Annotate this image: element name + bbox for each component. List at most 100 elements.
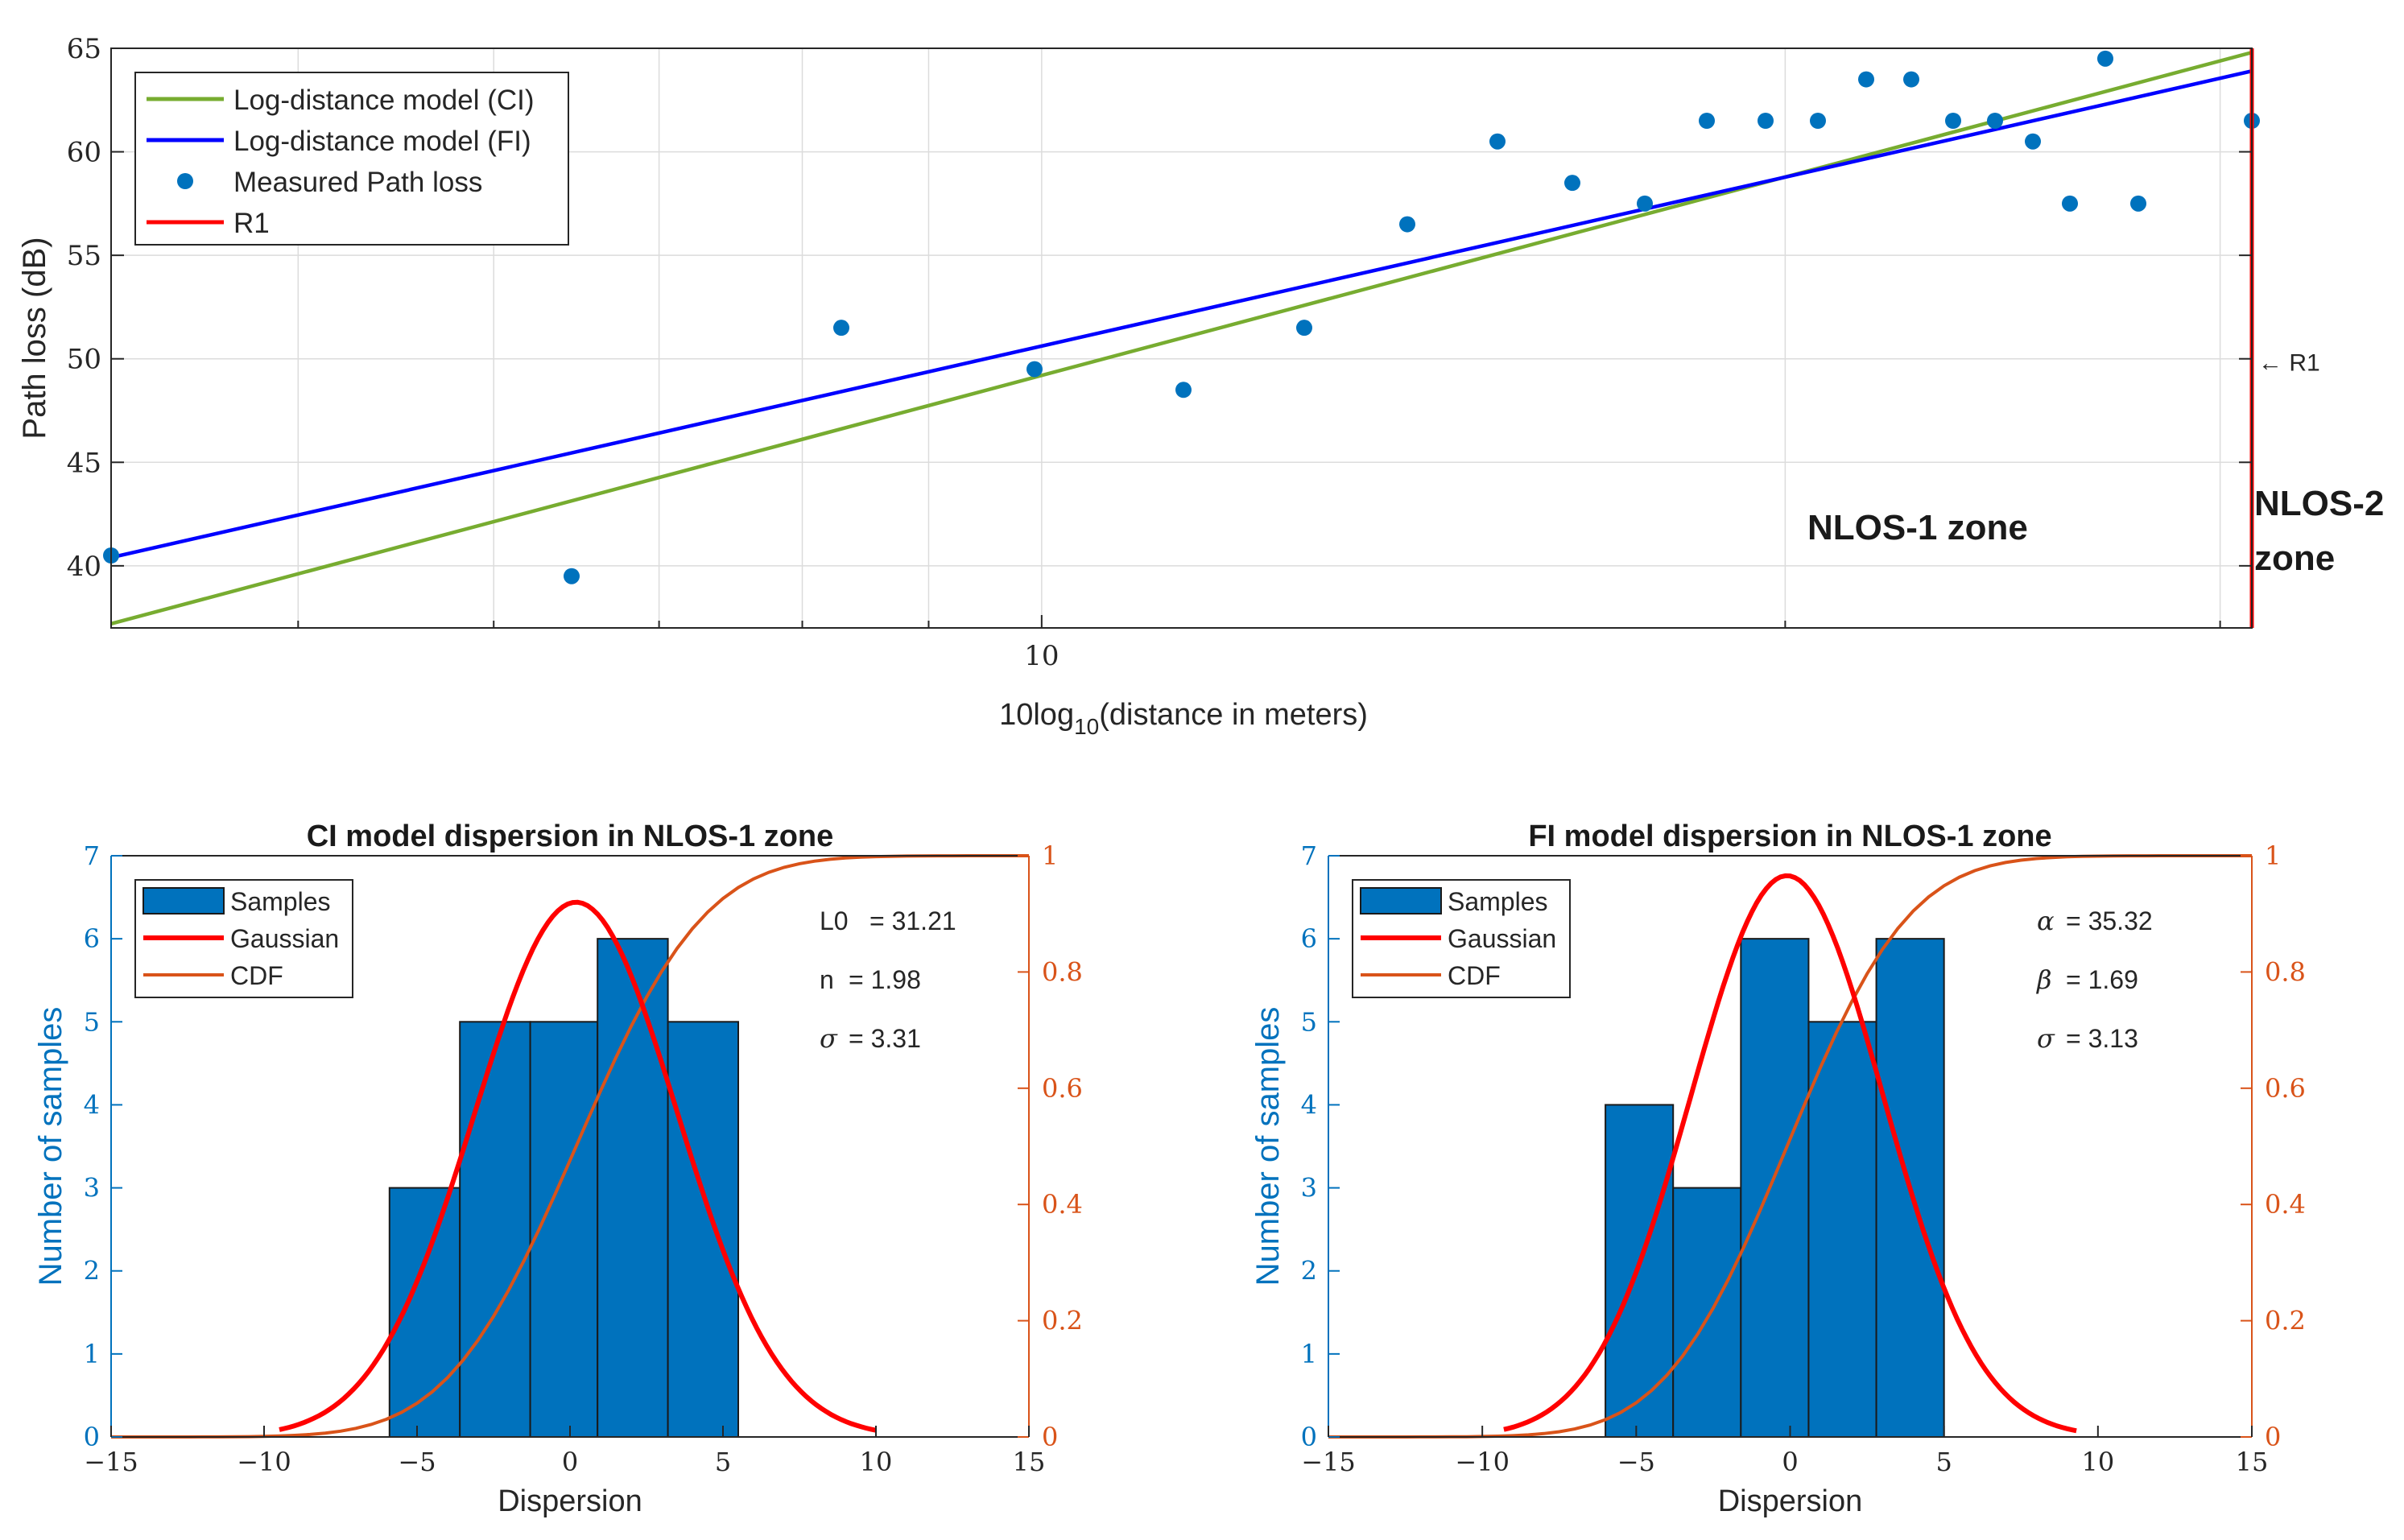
measured-point	[1175, 382, 1192, 398]
y-tick-label-right: 0.4	[1042, 1189, 1083, 1220]
measured-point	[1637, 195, 1653, 212]
measured-point	[2130, 195, 2146, 212]
histogram-bar	[597, 938, 669, 1438]
y-tick-label-left: 5	[1301, 1006, 1317, 1037]
measured-point	[1987, 113, 2003, 129]
y-tick-label: 55	[67, 240, 101, 272]
x-tick-label: 15	[1013, 1447, 1046, 1477]
legend-label: Gaussian	[230, 924, 339, 953]
measured-point	[2097, 50, 2113, 67]
param-symbol: σ	[2037, 1023, 2055, 1054]
y-tick-label-right: 0.2	[2265, 1306, 2306, 1336]
measured-point	[1026, 361, 1043, 378]
measured-point	[833, 320, 849, 336]
x-tick-label: −5	[398, 1447, 436, 1477]
measured-point	[564, 568, 580, 584]
x-tick-label: −15	[84, 1447, 138, 1477]
y-tick-label-left: 2	[1301, 1256, 1317, 1286]
x-tick-label: 0	[562, 1447, 578, 1477]
x-label-sub: 10	[1074, 714, 1099, 739]
measured-point	[2062, 195, 2078, 212]
measured-point	[1945, 113, 1961, 129]
measured-point	[1489, 133, 1506, 150]
x-tick-label: −5	[1617, 1447, 1655, 1477]
y-tick-label-right: 0.4	[2265, 1189, 2306, 1220]
x-label-main: 10log	[999, 698, 1074, 732]
y-tick-label-left: 4	[84, 1089, 100, 1120]
ci-model-line	[110, 50, 2253, 626]
measured-point	[1296, 320, 1312, 336]
param-value: = 35.32	[2066, 906, 2153, 935]
measured-point	[1399, 216, 1415, 233]
x-tick-label: −10	[1455, 1447, 1510, 1477]
chart-title: FI model dispersion in NLOS-1 zone	[1528, 820, 2051, 853]
legend-label: Log-distance model (FI)	[233, 126, 531, 157]
param-symbol: n	[820, 965, 834, 994]
y-tick-label-right: 0.6	[1042, 1073, 1083, 1104]
measured-point	[1903, 71, 1919, 88]
histogram-bar	[1740, 938, 1810, 1438]
y-tick-label-left: 7	[84, 840, 100, 871]
axes-box	[110, 47, 2253, 629]
histogram-bar	[388, 1187, 461, 1438]
measured-point	[1858, 71, 1874, 88]
y-axis-label-left: Number of samples	[1250, 1007, 1286, 1286]
histogram-bar	[667, 1021, 739, 1439]
x-tick-label: 10	[2081, 1447, 2114, 1477]
param-value: = 3.13	[2066, 1024, 2138, 1053]
param-symbol: α	[2037, 906, 2055, 936]
legend-swatch	[143, 887, 225, 915]
x-tick-label: 10	[1024, 640, 1059, 672]
y-tick-label-left: 0	[1301, 1422, 1317, 1452]
param-value: = 31.21	[869, 906, 956, 935]
param-symbol: σ	[820, 1023, 838, 1054]
histogram-bar	[459, 1021, 531, 1439]
y-tick-label: 50	[67, 344, 101, 376]
x-tick-label: 10	[860, 1447, 893, 1477]
y-axis-label-left: Number of samples	[33, 1007, 68, 1286]
y-tick-label-left: 7	[1301, 840, 1317, 871]
y-tick-label: 45	[67, 447, 101, 479]
x-label-rest: (distance in meters)	[1099, 698, 1368, 732]
legend-box	[134, 72, 569, 246]
y-tick-label-left: 4	[1301, 1089, 1317, 1120]
legend-label: CDF	[1448, 961, 1501, 990]
legend-label: Measured Path loss	[233, 167, 482, 198]
x-axis-label: Dispersion	[498, 1484, 642, 1518]
y-tick-label-left: 6	[84, 923, 100, 954]
param-value: = 1.98	[849, 965, 921, 994]
histogram-bar	[529, 1021, 599, 1439]
gaussian-curve	[279, 899, 877, 1433]
nlos1-zone-label: NLOS-1 zone	[1807, 508, 2028, 547]
legend-swatch	[1360, 887, 1442, 915]
nlos2-zone-label-line2: zone	[2254, 539, 2335, 578]
y-tick-label-left: 1	[84, 1339, 100, 1369]
x-axis-label: 10log10(distance in meters)	[999, 698, 1368, 739]
legend-label: Samples	[1448, 887, 1548, 916]
y-tick-label-right: 0.2	[1042, 1306, 1083, 1336]
y-tick-label-right: 1	[1042, 840, 1058, 871]
histogram-bar	[1807, 1021, 1877, 1439]
measured-point	[1810, 113, 1826, 129]
x-tick-label: 5	[1935, 1447, 1952, 1477]
legend-label: R1	[233, 208, 270, 239]
measured-point	[1758, 113, 1774, 129]
y-tick-label: 40	[67, 551, 101, 583]
y-tick-label-right: 1	[2265, 840, 2281, 871]
y-axis-label: Path loss (dB)	[17, 237, 52, 439]
chart-title: CI model dispersion in NLOS-1 zone	[307, 820, 834, 853]
legend-label: Gaussian	[1448, 924, 1556, 953]
y-tick-label-left: 6	[1301, 923, 1317, 954]
y-tick-label-left: 0	[84, 1422, 100, 1452]
histogram-bar	[1605, 1104, 1675, 1439]
measured-point	[1564, 175, 1580, 192]
x-tick-label: −10	[237, 1447, 291, 1477]
legend-swatch	[177, 173, 193, 189]
legend-label: Samples	[230, 887, 331, 916]
measured-point	[2025, 133, 2041, 150]
y-tick-label-left: 2	[84, 1256, 100, 1286]
r1-annotation: ← R1	[2258, 349, 2320, 376]
nlos2-zone-label-line1: NLOS-2	[2254, 484, 2384, 523]
measured-point	[1699, 113, 1715, 129]
